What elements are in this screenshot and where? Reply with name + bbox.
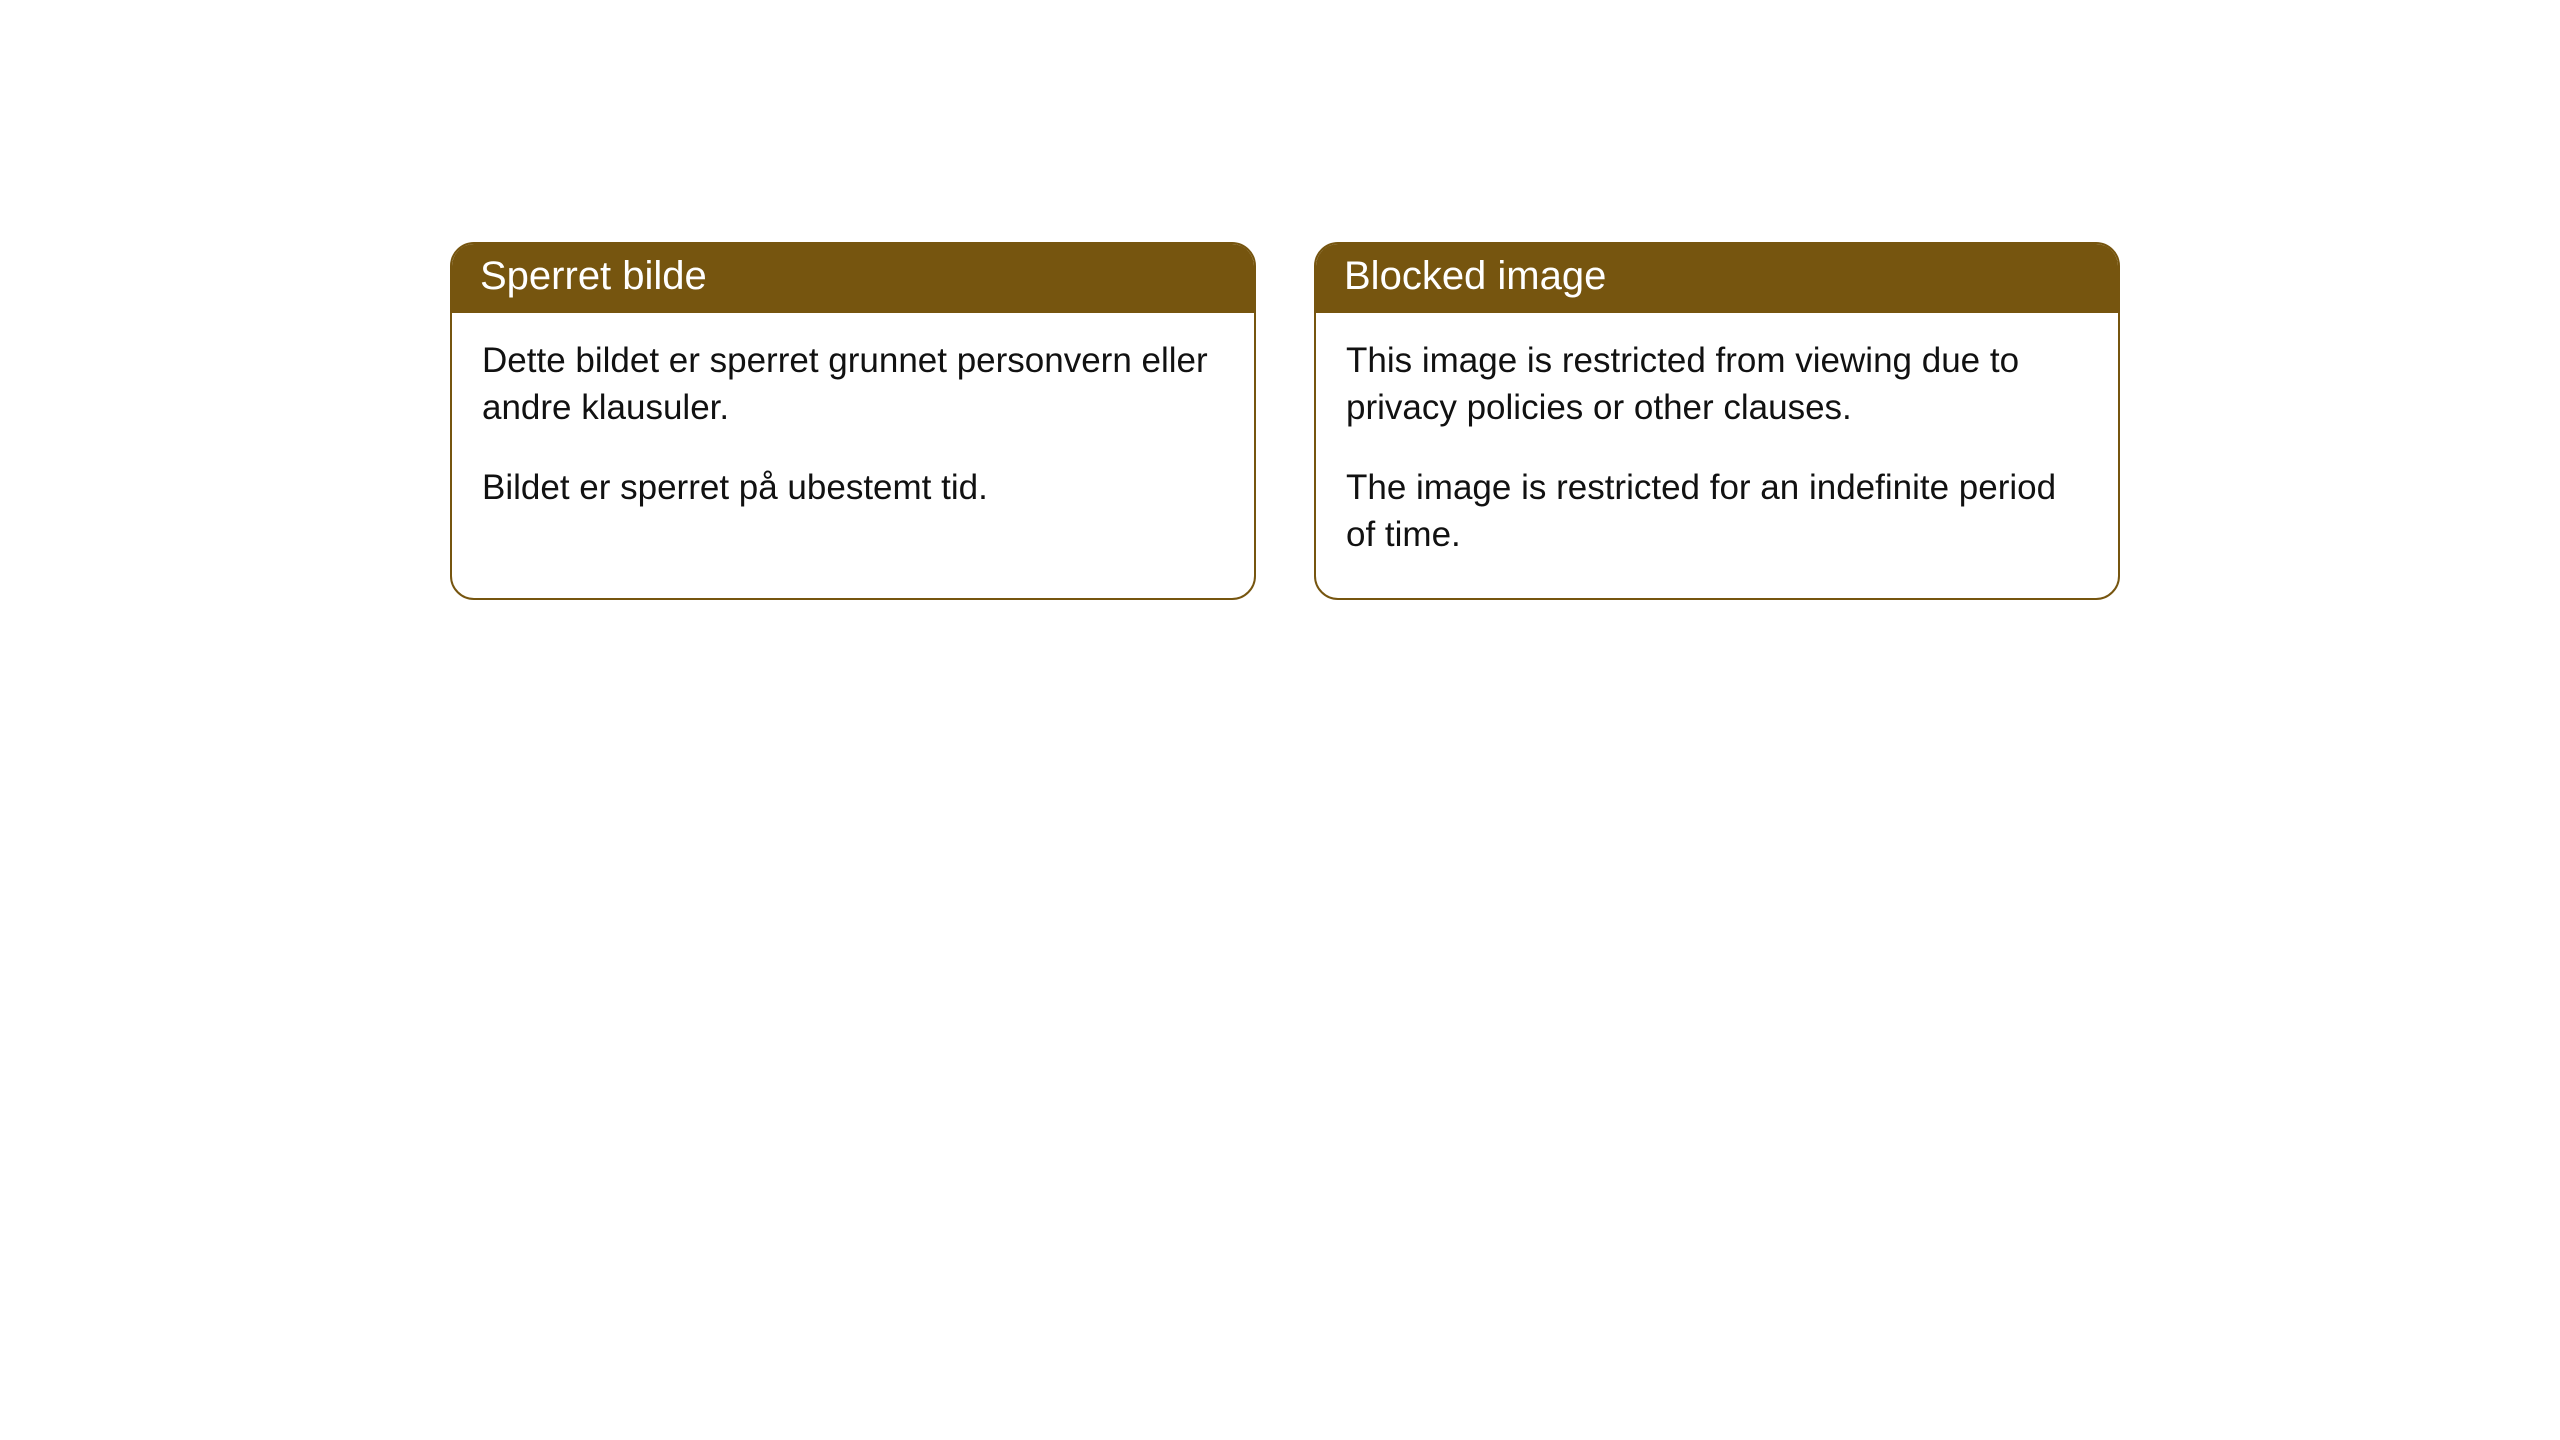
notice-paragraph: The image is restricted for an indefinit…	[1346, 464, 2088, 559]
notice-container: Sperret bilde Dette bildet er sperret gr…	[0, 0, 2560, 600]
notice-paragraph: Dette bildet er sperret grunnet personve…	[482, 337, 1224, 432]
notice-title: Sperret bilde	[480, 254, 707, 298]
notice-card-header: Sperret bilde	[452, 244, 1254, 313]
notice-title: Blocked image	[1344, 254, 1606, 298]
notice-card-header: Blocked image	[1316, 244, 2118, 313]
notice-paragraph: This image is restricted from viewing du…	[1346, 337, 2088, 432]
notice-card-body: This image is restricted from viewing du…	[1316, 313, 2118, 598]
notice-card-body: Dette bildet er sperret grunnet personve…	[452, 313, 1254, 551]
notice-card-norwegian: Sperret bilde Dette bildet er sperret gr…	[450, 242, 1256, 600]
notice-card-english: Blocked image This image is restricted f…	[1314, 242, 2120, 600]
notice-paragraph: Bildet er sperret på ubestemt tid.	[482, 464, 1224, 511]
